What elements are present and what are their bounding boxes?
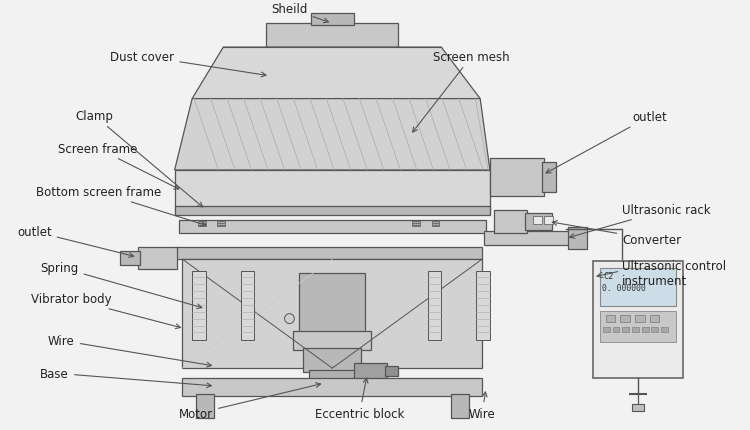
Text: Motor: Motor — [179, 383, 320, 420]
Bar — [354, 363, 387, 379]
Text: Clamp: Clamp — [75, 110, 202, 208]
Bar — [178, 220, 486, 234]
Bar — [309, 370, 356, 384]
Bar — [490, 159, 544, 196]
Text: Dust cover: Dust cover — [110, 50, 266, 78]
Circle shape — [284, 314, 294, 324]
Bar — [484, 232, 570, 246]
Polygon shape — [175, 171, 490, 212]
Bar — [542, 163, 556, 192]
Bar — [412, 222, 420, 227]
Bar — [652, 327, 658, 333]
Bar — [120, 252, 140, 265]
Bar — [192, 271, 206, 341]
Bar — [385, 366, 398, 376]
Bar — [622, 327, 629, 333]
Bar — [603, 327, 610, 333]
Text: C2: C2 — [604, 271, 614, 280]
Bar — [217, 222, 225, 227]
Bar — [600, 311, 676, 343]
Bar — [620, 315, 630, 322]
Bar — [175, 248, 482, 260]
Bar — [635, 315, 645, 322]
Bar — [494, 210, 527, 234]
Text: Ultrasonic rack: Ultrasonic rack — [570, 204, 711, 239]
Text: Wire: Wire — [48, 334, 211, 367]
Text: outlet: outlet — [546, 111, 667, 174]
Bar — [293, 331, 371, 350]
Bar — [613, 327, 620, 333]
Bar — [606, 315, 616, 322]
Polygon shape — [175, 99, 490, 171]
Text: Screen mesh: Screen mesh — [413, 50, 510, 133]
Bar — [632, 327, 639, 333]
Bar — [568, 228, 587, 250]
Bar — [476, 271, 490, 341]
Text: Converter: Converter — [552, 221, 682, 246]
Bar — [593, 261, 682, 378]
Bar — [544, 216, 554, 225]
Bar — [525, 213, 552, 231]
Text: Wire: Wire — [469, 392, 496, 420]
Bar — [451, 394, 469, 418]
Bar — [198, 222, 206, 227]
Bar — [431, 222, 439, 227]
Bar — [138, 248, 176, 270]
Bar — [642, 327, 649, 333]
Text: Eccentric block: Eccentric block — [315, 378, 404, 420]
Text: Bottom screen frame: Bottom screen frame — [37, 186, 206, 227]
Bar — [650, 315, 659, 322]
Bar — [600, 268, 676, 306]
Text: Sheild: Sheild — [272, 3, 328, 24]
Bar — [303, 349, 362, 372]
Bar — [532, 216, 542, 225]
Bar — [662, 327, 668, 333]
Bar — [299, 273, 365, 333]
Bar — [632, 404, 644, 411]
Bar — [266, 24, 398, 48]
Bar — [241, 271, 254, 341]
Bar — [175, 206, 490, 215]
Text: Vibrator body: Vibrator body — [31, 292, 181, 329]
Text: Ultrasonic control
instrument: Ultrasonic control instrument — [622, 260, 727, 288]
Bar — [182, 378, 482, 396]
Bar — [196, 394, 214, 418]
Text: Screen frame: Screen frame — [58, 142, 178, 190]
Text: Base: Base — [40, 367, 211, 388]
Polygon shape — [192, 48, 480, 99]
Bar — [310, 14, 354, 26]
Text: outlet: outlet — [17, 225, 134, 258]
Text: Spring: Spring — [40, 261, 202, 309]
Bar — [427, 271, 441, 341]
Bar — [182, 260, 482, 369]
Text: 0. 000000: 0. 000000 — [602, 283, 646, 292]
